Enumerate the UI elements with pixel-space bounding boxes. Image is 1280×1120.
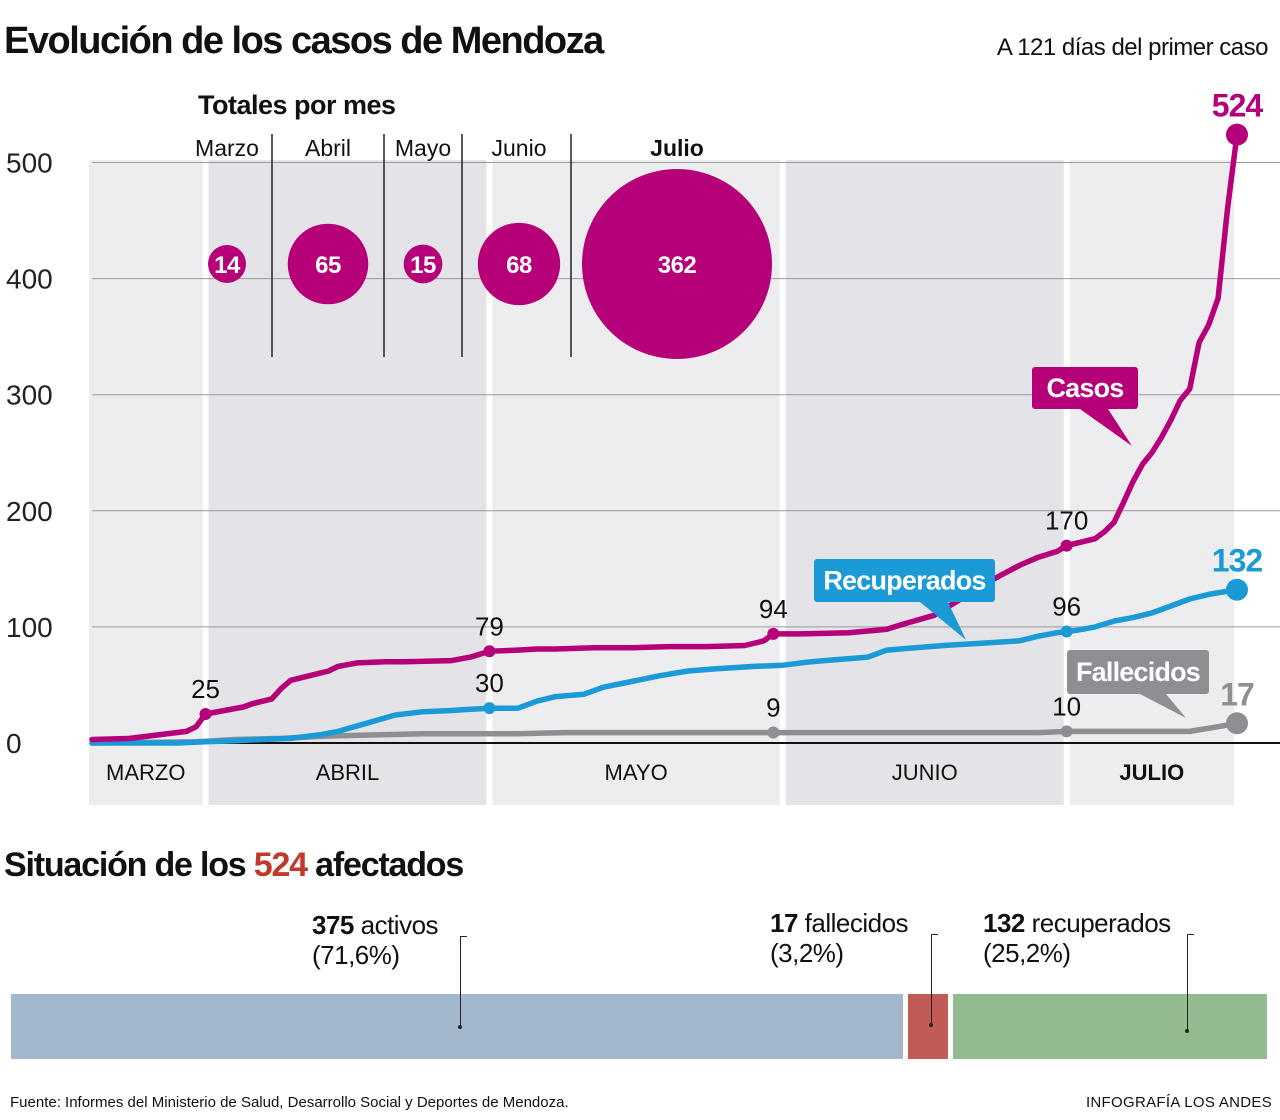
annotation-point-recuperados [1060, 625, 1073, 638]
annotation-label-fallecidos: 10 [1052, 691, 1081, 721]
bar-segment-fallecidos [908, 994, 948, 1059]
end-label-casos: 524 [1212, 88, 1264, 124]
series-tag-box [814, 559, 995, 602]
annotation-label-recuperados: 30 [475, 668, 504, 698]
monthly-total-value-abril: 65 [315, 252, 341, 279]
month-label-junio: JUNIO [892, 760, 958, 785]
y-tick-label: 400 [6, 264, 53, 295]
month-label-abril: ABRIL [316, 760, 380, 785]
y-tick-label: 300 [6, 380, 53, 411]
source-note: Fuente: Informes del Ministerio de Salud… [10, 1094, 569, 1111]
series-tag-casos: Casos [1032, 367, 1138, 446]
month-band-julio [1069, 160, 1234, 805]
monthly-total-month-marzo: Marzo [195, 135, 259, 161]
deceased-leader-line [929, 934, 938, 1027]
chart-subtitle: A 121 días del primer caso [996, 34, 1269, 61]
monthly-total-bubble-mayo [403, 244, 443, 284]
end-point-fallecidos [1226, 712, 1248, 735]
recovered-label: 132 recuperados (25,2%) [983, 908, 1171, 968]
series-line-casos [89, 131, 1240, 743]
annotation-label-recuperados: 96 [1052, 592, 1081, 622]
y-tick-label: 0 [6, 728, 22, 759]
monthly-total-bubble-marzo [208, 245, 246, 283]
month-band-marzo [89, 160, 203, 805]
y-tick-label: 200 [6, 496, 53, 527]
end-label-recuperados: 132 [1212, 543, 1263, 579]
end-point-casos [1226, 123, 1248, 146]
monthly-total-month-julio: Julio [650, 135, 704, 161]
monthly-total-month-junio: Junio [492, 135, 547, 161]
annotation-label-casos: 94 [759, 594, 788, 624]
annotation-label-casos: 79 [475, 611, 504, 641]
cases-line-chart: MARZO ABRIL MAYO JUNIO JULIO 0 100 200 300 400 50… [6, 88, 1280, 805]
series-tag-pointer [1080, 409, 1132, 446]
active-label: 375 activos (71,6%) [312, 910, 439, 970]
annotation-point-fallecidos [1060, 725, 1073, 738]
annotation-label-casos: 25 [191, 674, 220, 704]
credit-note: INFOGRAFÍA LOS ANDES [1085, 1094, 1272, 1111]
annotation-point-casos [1060, 539, 1073, 552]
monthly-totals-title: Totales por mes [198, 90, 396, 120]
annotation-point-casos [767, 627, 780, 640]
monthly-total-bubble-abril [287, 223, 369, 305]
series-tag-box [1032, 367, 1138, 409]
recovered-leader-line [1185, 934, 1194, 1033]
monthly-total-bubble-julio [582, 169, 772, 359]
series-tag-label: Recuperados [823, 566, 985, 596]
series-tag-box [1067, 650, 1209, 694]
monthly-total-month-abril: Abril [305, 135, 351, 161]
end-label-fallecidos: 17 [1220, 676, 1254, 712]
series-tag-label: Casos [1046, 373, 1123, 403]
month-label-julio: JULIO [1119, 760, 1184, 785]
annotation-label-casos: 170 [1045, 506, 1088, 536]
annotation-point-casos [483, 645, 496, 658]
deceased-label: 17 fallecidos (3,2%) [770, 908, 909, 968]
series-tag-recuperados: Recuperados [814, 559, 995, 640]
month-band-junio [785, 160, 1064, 805]
monthly-total-bubble-junio [477, 222, 561, 306]
annotation-label-fallecidos: 9 [766, 693, 780, 723]
monthly-total-value-mayo: 15 [410, 252, 436, 279]
bar-segment-activos [11, 994, 904, 1059]
y-tick-label: 500 [6, 148, 53, 179]
annotation-point-recuperados [483, 702, 496, 715]
annotation-point-casos [199, 707, 212, 720]
month-label-marzo: MARZO [106, 760, 185, 785]
series-tag-label: Fallecidos [1076, 657, 1200, 687]
bar-segment-recuperados [953, 994, 1267, 1059]
series-line-recuperados [89, 586, 1240, 746]
monthly-total-value-julio: 362 [658, 252, 697, 279]
annotation-point-fallecidos [767, 726, 780, 739]
active-leader-line [458, 936, 467, 1029]
situation-title: Situación de los 524 afectados [4, 846, 464, 884]
affected-total: 524 [253, 846, 308, 884]
monthly-total-value-junio: 68 [506, 252, 532, 279]
end-point-recuperados [1226, 578, 1248, 601]
month-label-mayo: MAYO [605, 760, 668, 785]
series-tag-pointer [1140, 694, 1186, 718]
chart-title: Evolución de los casos de Mendoza [4, 20, 604, 62]
y-tick-label: 100 [6, 612, 53, 643]
series-tag-pointer [920, 602, 966, 640]
series-tag-fallecidos: Fallecidos [1067, 650, 1209, 718]
monthly-total-month-mayo: Mayo [395, 135, 451, 161]
monthly-total-value-marzo: 14 [214, 252, 241, 279]
